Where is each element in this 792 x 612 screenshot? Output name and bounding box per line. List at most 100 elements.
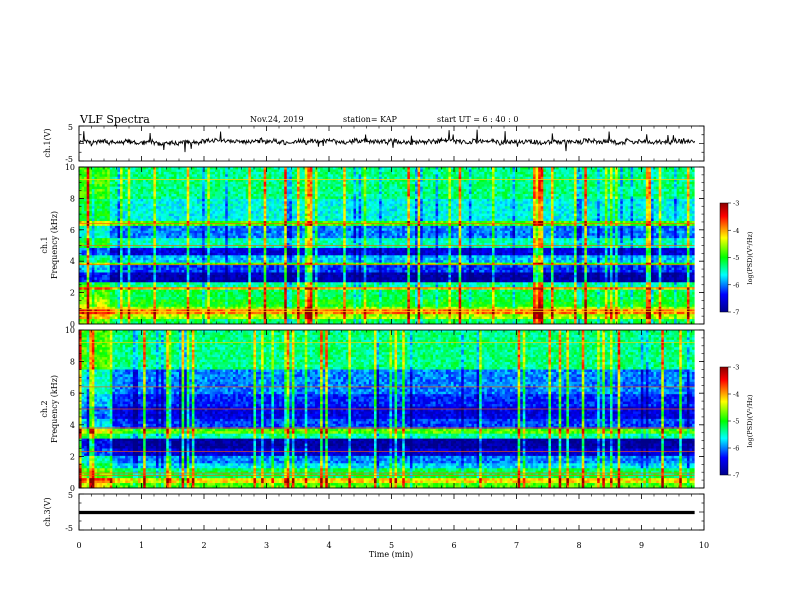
spectrogram-cell <box>409 206 413 210</box>
spectrogram-cell <box>394 189 398 192</box>
spectrogram-cell <box>668 169 672 173</box>
spectrogram-cell <box>176 208 180 212</box>
spectrogram-cell <box>327 201 331 205</box>
spectrogram-cell <box>114 171 118 175</box>
spectrogram-cell <box>438 206 442 210</box>
spectrogram-cell <box>338 211 342 215</box>
spectrogram-cell <box>276 184 280 188</box>
spectrogram-cell <box>158 181 162 185</box>
spectrogram-cell <box>212 176 216 180</box>
spectrogram-cell <box>592 191 595 195</box>
spectrogram-cell <box>635 174 639 178</box>
spectrogram-cell <box>574 179 578 183</box>
spectrogram-cell <box>222 184 226 188</box>
spectrogram-cell <box>394 179 398 183</box>
spectrogram-cell <box>227 198 231 202</box>
spectrogram-cell <box>255 171 259 175</box>
spectrogram-cell <box>179 193 183 197</box>
spectrogram-cell <box>545 186 549 190</box>
spectrogram-cell <box>148 193 152 197</box>
spectrogram-cell <box>107 179 111 183</box>
spectrogram-cell <box>415 201 418 205</box>
spectrogram-cell <box>556 213 560 217</box>
spectrogram-cell <box>253 169 257 173</box>
spectrogram-cell <box>479 189 483 192</box>
spectrogram-cell <box>109 169 113 173</box>
spectrogram-cell <box>543 176 547 180</box>
spectrogram-cell <box>499 201 503 205</box>
spectrogram-cell <box>504 193 508 197</box>
spectrogram-cell <box>125 179 129 183</box>
spectrogram-cell <box>686 184 690 188</box>
spectrogram-cell <box>535 206 539 210</box>
spectrogram-cell <box>155 213 159 217</box>
spectrogram-cell <box>191 198 195 202</box>
spectrogram-cell <box>179 169 183 173</box>
spectrogram-cell <box>450 189 454 192</box>
spectrogram-cell <box>553 179 557 183</box>
spectrogram-cell <box>266 189 270 192</box>
spectrogram-cell <box>507 174 511 178</box>
spectrogram-cell <box>314 208 318 212</box>
spectrogram-cell <box>368 193 372 197</box>
spectrogram-cell <box>584 171 588 175</box>
spectrogram-cell <box>112 203 116 207</box>
spectrogram-cell <box>322 206 326 210</box>
spectrogram-cell <box>340 196 344 200</box>
spectrogram-cell <box>340 203 344 207</box>
spectrogram-cell <box>227 184 231 188</box>
spectrogram-cell <box>81 203 85 207</box>
spectrogram-cell <box>479 198 483 202</box>
spectrogram-cell <box>584 174 588 178</box>
spectrogram-cell <box>132 171 136 175</box>
spectrogram-cell <box>643 191 647 195</box>
spectrogram-cell <box>281 198 285 202</box>
spectrogram-cell <box>486 198 490 202</box>
spectrogram-cell <box>204 167 208 170</box>
spectrogram-cell <box>453 198 457 202</box>
spectrogram-cell <box>666 208 670 212</box>
spectrogram-cell <box>491 184 495 188</box>
spectrogram-cell <box>130 176 134 180</box>
spectrogram-cell <box>366 167 370 170</box>
spectrogram-cell <box>281 196 285 200</box>
spectrogram-cell <box>651 208 654 212</box>
spectrogram-cell <box>458 189 462 192</box>
spectrogram-cell <box>245 213 249 217</box>
spectrogram-cell <box>440 198 444 202</box>
spectrogram-cell <box>602 201 606 205</box>
spectrogram-cell <box>150 211 154 215</box>
spectrogram-cell <box>566 171 570 175</box>
spectrogram-cell <box>440 206 444 210</box>
spectrogram-cell <box>99 189 103 192</box>
spectrogram-cell <box>474 176 477 180</box>
spectrogram-cell <box>361 174 365 178</box>
spectrogram-cell <box>176 216 180 219</box>
spectrogram-cell <box>471 198 475 202</box>
spectrogram-cell <box>322 176 326 180</box>
spectrogram-cell <box>353 184 357 188</box>
spectrogram-cell <box>356 201 359 205</box>
spectrogram-cell <box>476 203 480 207</box>
spectrogram-cell <box>348 193 352 197</box>
spectrogram-cell <box>130 174 134 178</box>
spectrogram-cell <box>515 201 519 205</box>
spectrogram-cell <box>96 189 100 192</box>
spectrogram-cell <box>427 184 431 188</box>
spectrogram-cell <box>407 206 411 210</box>
spectrogram-cell <box>627 208 631 212</box>
spectrogram-cell <box>391 171 395 175</box>
spectrogram-cell <box>163 191 167 195</box>
spectrogram-cell <box>168 171 172 175</box>
spectrogram-cell <box>338 167 342 170</box>
spectrogram-cell <box>184 208 188 212</box>
spectrogram-cell <box>604 184 608 188</box>
spectrogram-cell <box>143 216 147 219</box>
spectrogram-cell <box>79 179 82 183</box>
spectrogram-cell <box>681 213 685 217</box>
spectrogram-cell <box>548 174 552 178</box>
spectrogram-cell <box>417 186 421 190</box>
spectrogram-cell <box>179 176 183 180</box>
spectrogram-cell <box>625 211 629 215</box>
spectrogram-cell <box>284 184 288 188</box>
